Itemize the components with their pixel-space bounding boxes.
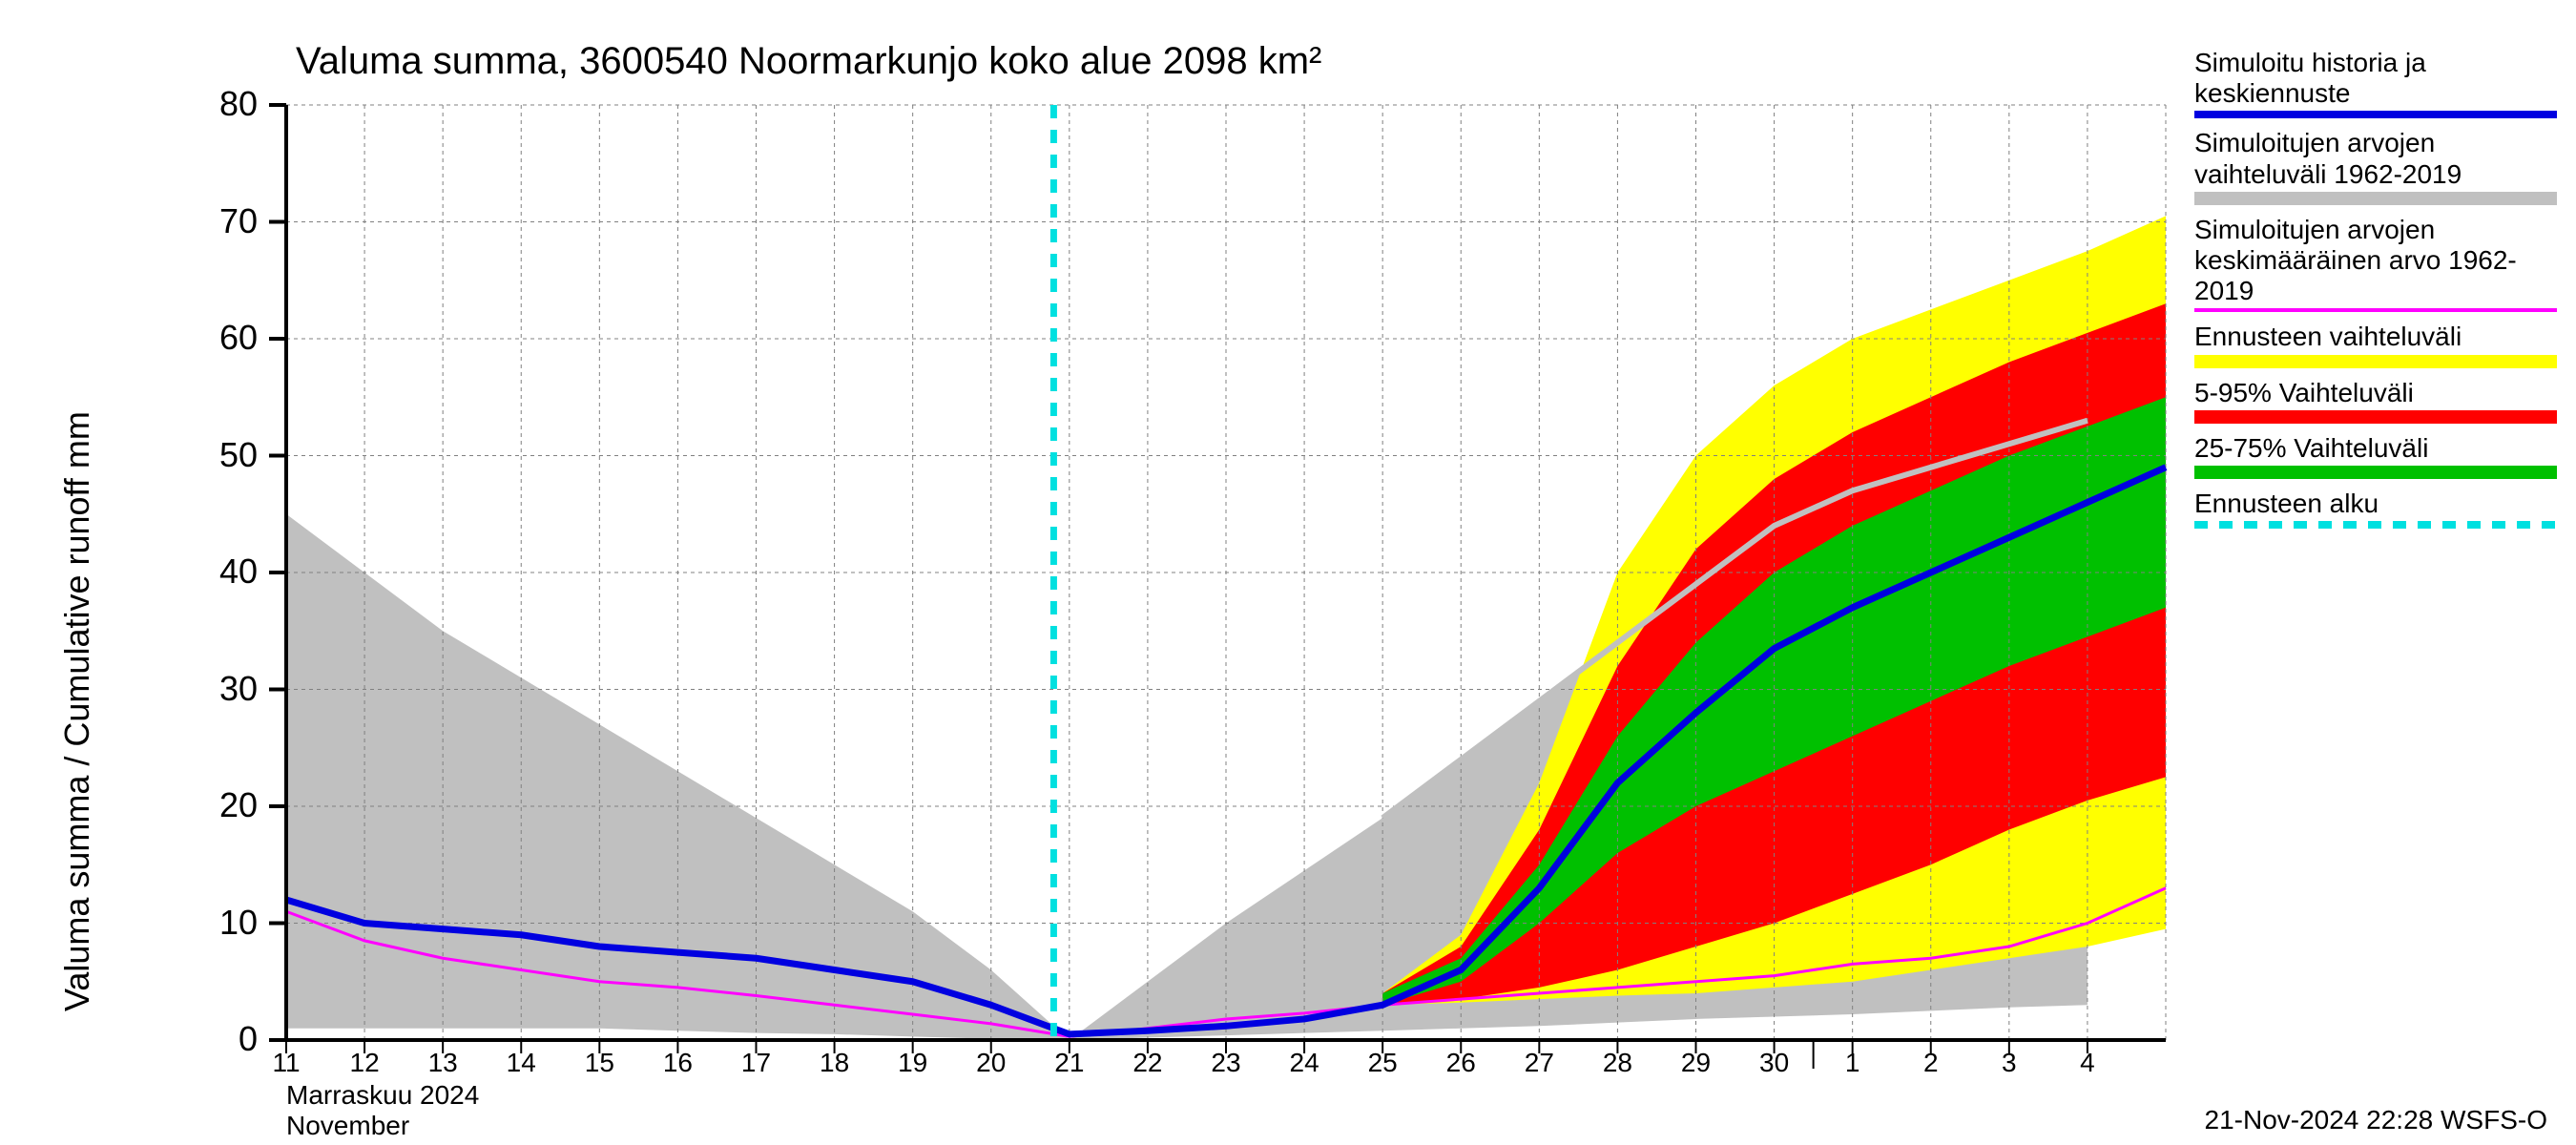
legend-label: Simuloitu historia ja keskiennuste [2194,48,2557,109]
x-tick-label: 25 [1359,1048,1406,1078]
legend-label: 25-75% Vaihteluväli [2194,433,2557,464]
plot-area [0,0,2576,1145]
x-tick-label: 12 [341,1048,388,1078]
legend: Simuloitu historia ja keskiennuste Simulo… [2194,48,2557,538]
legend-swatch [2194,466,2557,479]
legend-label: Ennusteen vaihteluväli [2194,322,2557,352]
x-tick-label: 4 [2064,1048,2111,1078]
x-tick-label: 13 [419,1048,467,1078]
legend-swatch [2194,355,2557,368]
y-tick-label: 40 [200,552,258,592]
legend-item: Ennusteen vaihteluväli [2194,322,2557,367]
legend-swatch [2194,521,2557,529]
x-tick-label: 2 [1907,1048,1955,1078]
x-tick-label: 30 [1751,1048,1798,1078]
legend-swatch [2194,308,2557,312]
x-tick-label: 20 [967,1048,1015,1078]
x-tick-label: 18 [811,1048,859,1078]
legend-label: Simuloitujen arvojen keskimääräinen arvo… [2194,215,2557,307]
x-tick-label: 24 [1280,1048,1328,1078]
x-tick-label: 19 [889,1048,937,1078]
legend-item: Simuloitujen arvojen vaihteluväli 1962-2… [2194,128,2557,204]
legend-item: 5-95% Vaihteluväli [2194,378,2557,424]
y-tick-label: 20 [200,785,258,825]
legend-label: Ennusteen alku [2194,489,2557,519]
legend-label: Simuloitujen arvojen vaihteluväli 1962-2… [2194,128,2557,189]
y-tick-label: 10 [200,903,258,943]
x-tick-label: 23 [1202,1048,1250,1078]
legend-item: Ennusteen alku [2194,489,2557,529]
x-tick-label: 1 [1829,1048,1877,1078]
footer-timestamp: 21-Nov-2024 22:28 WSFS-O [2205,1105,2548,1135]
y-tick-label: 80 [200,84,258,124]
y-tick-label: 70 [200,201,258,241]
x-tick-label: 27 [1515,1048,1563,1078]
y-tick-label: 30 [200,669,258,709]
x-tick-label: 29 [1672,1048,1720,1078]
x-tick-label: 21 [1046,1048,1093,1078]
x-tick-label: 15 [575,1048,623,1078]
x-tick-label: 26 [1437,1048,1485,1078]
legend-swatch [2194,111,2557,118]
month-label-en: November [286,1111,409,1141]
y-tick-label: 60 [200,318,258,358]
y-tick-label: 0 [200,1019,258,1059]
legend-label: 5-95% Vaihteluväli [2194,378,2557,408]
legend-item: Simuloitujen arvojen keskimääräinen arvo… [2194,215,2557,313]
legend-swatch [2194,410,2557,424]
legend-swatch [2194,192,2557,205]
x-tick-label: 17 [733,1048,780,1078]
legend-item: Simuloitu historia ja keskiennuste [2194,48,2557,118]
x-tick-label: 11 [262,1048,310,1078]
chart-container: Valuma summa, 3600540 Noormarkunjo koko … [0,0,2576,1145]
month-label-fi: Marraskuu 2024 [286,1080,479,1111]
x-tick-label: 16 [654,1048,701,1078]
x-tick-label: 14 [497,1048,545,1078]
y-tick-label: 50 [200,435,258,475]
legend-item: 25-75% Vaihteluväli [2194,433,2557,479]
x-tick-label: 3 [1985,1048,2033,1078]
x-tick-label: 28 [1593,1048,1641,1078]
x-tick-label: 22 [1124,1048,1172,1078]
